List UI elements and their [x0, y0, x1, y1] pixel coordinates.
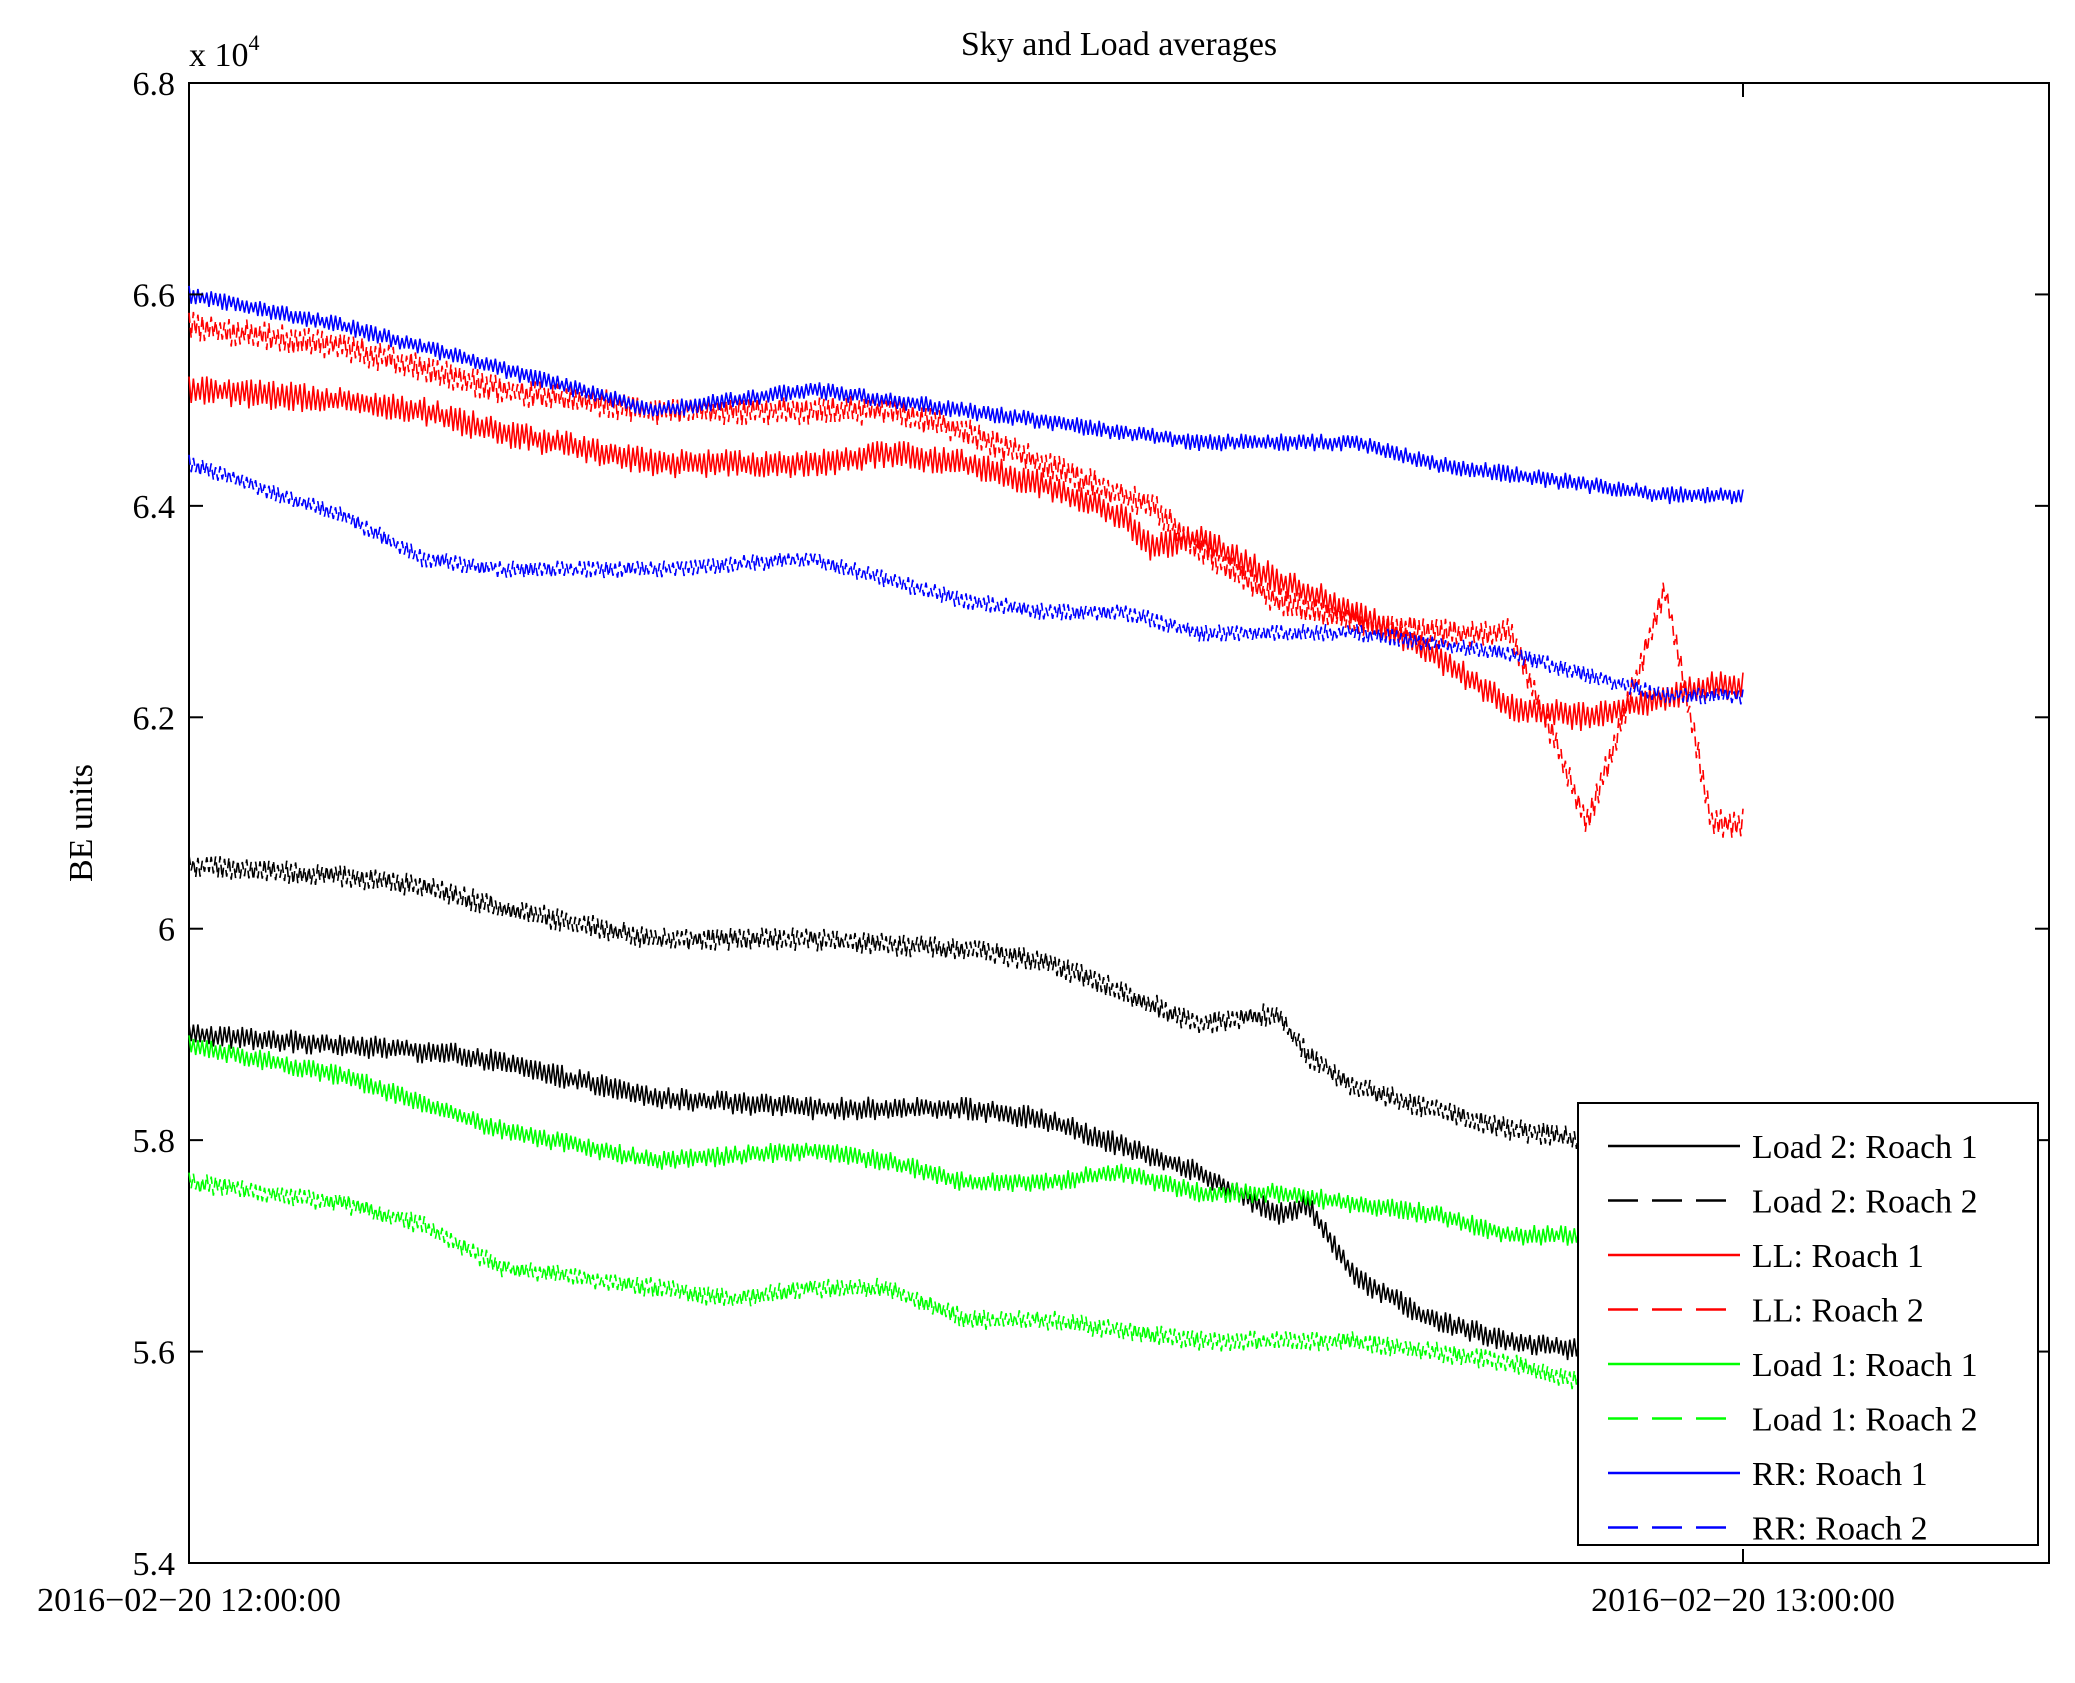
legend-label: Load 2: Roach 1 [1752, 1129, 1978, 1166]
y-tick-label: 5.4 [133, 1546, 176, 1583]
y-multiplier-exponent: 4 [249, 30, 260, 55]
y-tick-label: 6.8 [133, 66, 176, 103]
series-line-ll-roach-1 [188, 376, 1744, 731]
y-tick-label: 5.8 [133, 1123, 176, 1160]
series-line-load-1-roach-2 [188, 1172, 1744, 1425]
y-multiplier-base: x 10 [189, 37, 249, 74]
legend-label: Load 1: Roach 1 [1752, 1347, 1978, 1384]
legend-label: RR: Roach 1 [1752, 1456, 1928, 1493]
legend: Load 2: Roach 1 Load 2: Roach 2 LL: Roach … [1577, 1102, 2039, 1548]
legend-items: Load 2: Roach 1 Load 2: Roach 2 LL: Roach … [1608, 1129, 1978, 1548]
x-tick-label: 2016−02−20 12:00:00 [37, 1582, 341, 1619]
legend-label: Load 2: Roach 2 [1752, 1184, 1978, 1221]
legend-label: LL: Roach 1 [1752, 1238, 1924, 1275]
y-multiplier-label: x 104 [189, 30, 260, 74]
plot-frame [188, 82, 2050, 1564]
legend-label: LL: Roach 2 [1752, 1293, 1924, 1330]
series-line-ll-roach-2 [188, 311, 1744, 838]
series-layer [188, 285, 1744, 1425]
series-line-load-2-roach-2 [188, 854, 1744, 1190]
x-axis: 2016−02−20 12:00:00 2016−02−20 13:00:00 [37, 83, 1895, 1619]
legend-label: Load 1: Roach 2 [1752, 1402, 1978, 1439]
x-tick-label: 2016−02−20 13:00:00 [1591, 1582, 1895, 1619]
series-line-load-2-roach-1 [188, 1024, 1744, 1410]
y-tick-label: 6.2 [133, 700, 176, 737]
series-line-load-1-roach-1 [188, 1035, 1744, 1273]
y-tick-label: 5.6 [133, 1335, 176, 1372]
y-axis-label: BE units [63, 764, 100, 882]
y-tick-label: 6 [158, 912, 175, 949]
series-line-rr-roach-2 [188, 454, 1744, 705]
legend-box [1577, 1102, 2039, 1546]
y-axis: 5.4 5.6 5.8 6 6.2 6.4 6.6 6.8 [133, 66, 2049, 1583]
legend-label: RR: Roach 2 [1752, 1511, 1928, 1548]
chart-title: Sky and Load averages [961, 26, 1277, 63]
series-line-rr-roach-1 [188, 285, 1744, 505]
y-tick-label: 6.4 [133, 489, 176, 526]
y-tick-label: 6.6 [133, 277, 176, 314]
